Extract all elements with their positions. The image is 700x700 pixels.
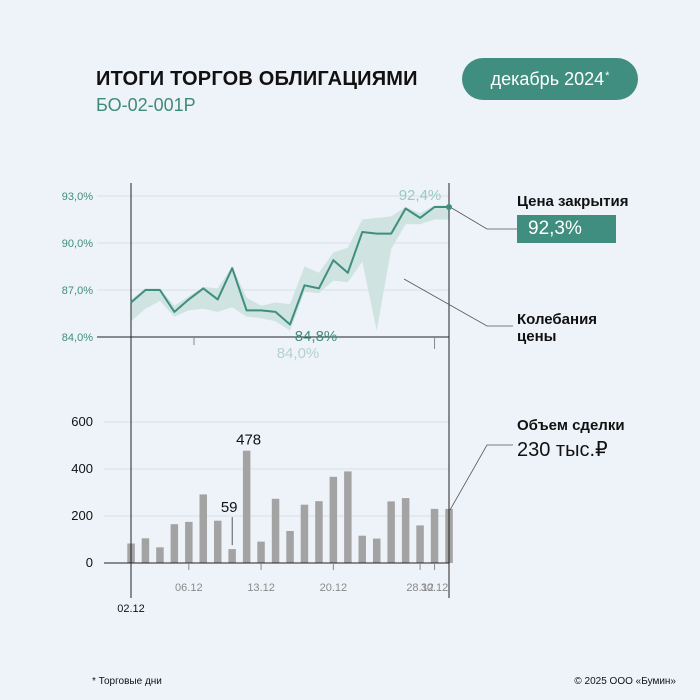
volume-bar [271, 498, 280, 563]
volume-bar [242, 450, 251, 563]
price-y-tick-label: 90,0% [62, 238, 93, 250]
bar-data-label: 478 [236, 432, 261, 449]
volume-bar [329, 476, 338, 563]
volume-bar [358, 535, 366, 563]
bar-data-labels: 59 478 [221, 432, 261, 546]
range-leader-line [403, 278, 513, 327]
volume-x-tick-label: 13.12 [247, 582, 275, 594]
volume-bar [344, 471, 352, 563]
price-y-tick-label: 87,0% [62, 285, 93, 297]
footnote: * Торговые дни [92, 676, 162, 687]
volume-bar [387, 501, 395, 563]
volume-bar [315, 501, 323, 563]
price-range-label-line2: цены [517, 328, 557, 345]
close-price-label: Цена закрытия [517, 193, 629, 210]
volume-bar [416, 525, 424, 563]
bar-data-label: 59 [221, 499, 238, 516]
volume-bar [401, 498, 410, 563]
max-price-label: 92,4% [399, 187, 442, 204]
volume-bar [141, 538, 150, 563]
volume-label: Объем сделки [517, 417, 625, 434]
copyright: © 2025 ООО «Бумин» [574, 676, 676, 687]
volume-bar [286, 531, 294, 563]
volume-bar [300, 504, 309, 563]
volume-bar [228, 549, 236, 563]
volume-x-tick-label: 02.12 [117, 603, 145, 615]
volume-y-ticks: 0 200 400 600 [71, 414, 93, 570]
price-range-band [131, 205, 449, 331]
volume-value: 230 тыс.₽ [517, 439, 608, 461]
volume-y-tick-label: 600 [71, 414, 93, 429]
period-footnote-mark: * [605, 70, 610, 82]
volume-leader-line [449, 444, 513, 511]
price-gridlines [97, 195, 449, 291]
volume-x-tick-label: 30.12 [421, 582, 449, 594]
volume-bar [257, 541, 265, 563]
volume-bar [199, 494, 207, 563]
price-y-tick-label: 84,0% [62, 332, 93, 344]
period-badge: декабрь 2024 * [462, 58, 638, 100]
bond-code: БО-02-001Р [96, 95, 196, 115]
close-price-badge: 92,3% [517, 215, 616, 243]
volume-bars [127, 450, 453, 563]
volume-x-tick-label: 28.12 [406, 582, 434, 594]
price-y-ticks: 84,0% 87,0% 90,0% 93,0% [62, 191, 93, 344]
volume-bar [373, 538, 381, 563]
volume-bar [156, 547, 164, 563]
min-close-label: 84,8% [295, 328, 338, 345]
close-price-line [130, 206, 449, 326]
close-leader-line [449, 206, 517, 230]
min-range-label: 84,0% [277, 345, 320, 362]
price-range-label-line1: Колебания [517, 311, 598, 328]
volume-x-tick-label: 20.12 [320, 582, 348, 594]
volume-y-tick-label: 0 [86, 555, 93, 570]
volume-bar [214, 520, 222, 563]
period-label: декабрь 2024 [490, 68, 605, 89]
volume-x-tick-label: 06.12 [175, 582, 203, 594]
volume-y-tick-label: 200 [71, 508, 93, 523]
volume-bar [430, 508, 439, 563]
price-y-tick-label: 93,0% [62, 191, 93, 203]
page-title: ИТОГИ ТОРГОВ ОБЛИГАЦИЯМИ [96, 68, 418, 90]
volume-bar [170, 524, 179, 563]
volume-y-tick-label: 400 [71, 461, 93, 476]
chart-annotations: 92,4% 84,8%84,0% [277, 187, 442, 362]
price-range-label: Колебания цены [517, 311, 597, 345]
volume-bar [185, 521, 193, 563]
close-endpoint-dot [446, 204, 452, 210]
